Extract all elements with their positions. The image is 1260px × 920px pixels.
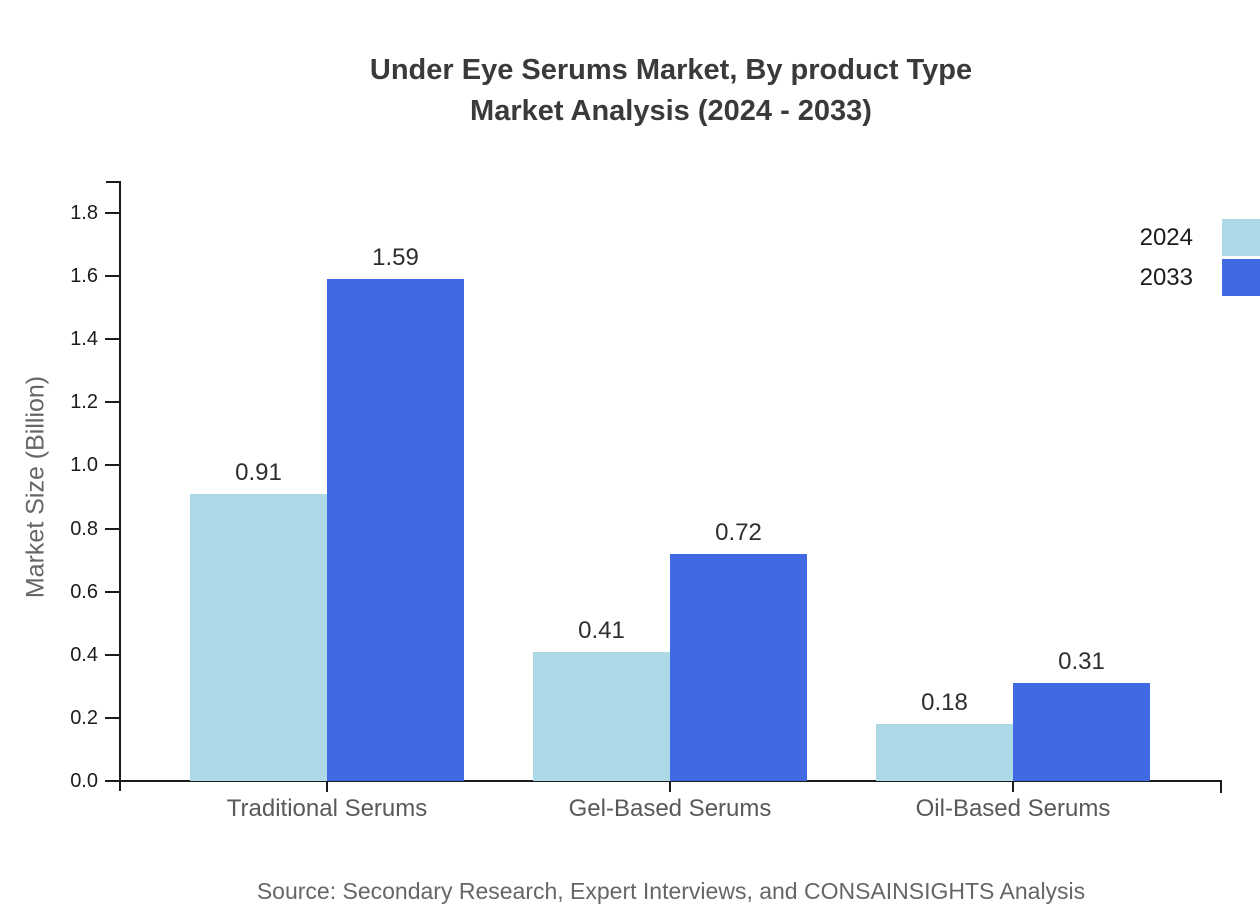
source-note: Source: Secondary Research, Expert Inter… — [256, 878, 1086, 904]
bar-2024-oil-based-serums — [876, 724, 1013, 781]
bar-value-label: 1.59 — [372, 244, 419, 271]
x-axis-line — [105, 780, 1222, 782]
bar-2033-oil-based-serums — [1013, 683, 1150, 781]
y-tick-mark — [105, 717, 119, 719]
y-tick-label: 1.6 — [70, 265, 98, 287]
y-tick-mark — [105, 780, 119, 782]
y-tick-label: 0.6 — [70, 581, 98, 603]
bar-value-label: 0.72 — [715, 519, 762, 546]
y-tick-label: 1.4 — [70, 328, 98, 350]
bar-2024-traditional-serums — [190, 494, 327, 781]
category-tick-mark — [326, 782, 328, 792]
x-category-label: Traditional Serums — [226, 795, 428, 822]
bar-2033-traditional-serums — [327, 279, 464, 781]
chart-title-line2: Market Analysis (2024 - 2033) — [470, 95, 872, 127]
category-tick-mark — [1012, 782, 1014, 792]
bar-value-label: 0.41 — [578, 617, 625, 644]
y-tick-label: 0.4 — [70, 644, 98, 666]
y-axis-top-cap — [106, 181, 120, 183]
y-axis-line — [119, 181, 121, 791]
y-tick-label: 1.8 — [70, 202, 98, 224]
y-tick-mark — [105, 464, 119, 466]
bar-value-label: 0.31 — [1058, 648, 1105, 675]
category-tick-mark — [669, 782, 671, 792]
y-tick-label: 0.8 — [70, 518, 98, 540]
y-tick-mark — [105, 275, 119, 277]
x-category-label: Oil-Based Serums — [915, 795, 1111, 822]
x-category-label: Gel-Based Serums — [568, 795, 772, 822]
y-tick-mark — [105, 528, 119, 530]
y-tick-mark — [105, 591, 119, 593]
chart-title-line1: Under Eye Serums Market, By product Type — [369, 54, 973, 86]
bar-2033-gel-based-serums — [670, 554, 807, 781]
bar-value-label: 0.18 — [921, 689, 968, 716]
bar-value-label: 0.91 — [235, 459, 282, 486]
bar-2024-gel-based-serums — [533, 652, 670, 781]
y-tick-label: 1.0 — [70, 454, 98, 476]
y-tick-mark — [105, 654, 119, 656]
y-tick-label: 1.2 — [70, 391, 98, 413]
y-tick-label: 0.2 — [70, 707, 98, 729]
x-axis-end-tick — [1220, 782, 1222, 793]
y-tick-mark — [105, 338, 119, 340]
chart-title: Under Eye Serums Market, By product Type… — [120, 50, 1222, 132]
y-tick-mark — [105, 212, 119, 214]
y-tick-label: 0.0 — [70, 770, 98, 792]
y-tick-mark — [105, 401, 119, 403]
